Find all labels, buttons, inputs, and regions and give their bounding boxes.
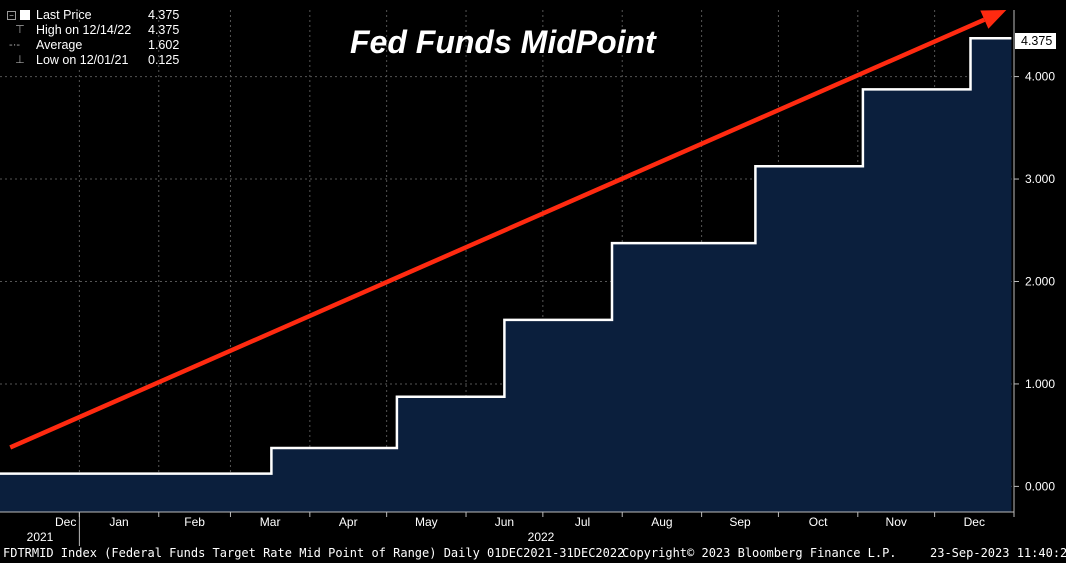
- axes: 0.000 1.000 2.000 3.000 4.000 Dec Jan Feb Mar Apr…: [0, 10, 1055, 546]
- legend-value-last-price: 4.375: [148, 8, 180, 22]
- x-tick-label: Sep: [729, 515, 751, 529]
- legend-label-last-price: Last Price: [36, 8, 92, 22]
- trend-arrow: [9, 10, 1007, 450]
- x-tick-label: Oct: [809, 515, 828, 529]
- collapse-icon[interactable]: −: [7, 11, 16, 20]
- x-tick-label: Apr: [339, 515, 358, 529]
- legend-value-high: 4.375: [148, 23, 180, 37]
- x-tick-label: Dec: [964, 515, 985, 529]
- legend-row-low: ⊥ Low on 12/01/21 0.125: [6, 53, 186, 68]
- area-series: [0, 36, 1012, 512]
- legend-row-last-price: − Last Price 4.375: [6, 8, 186, 23]
- legend-value-low: 0.125: [148, 53, 180, 67]
- y-tick-label: 1.000: [1025, 377, 1055, 391]
- x-tick-label: Nov: [886, 515, 907, 529]
- high-marker-icon: ⊤: [6, 24, 25, 36]
- y-tick-label: 0.000: [1025, 479, 1055, 493]
- x-tick-label: Feb: [184, 515, 205, 529]
- footer-timestamp: 23-Sep-2023 11:40:28: [930, 546, 1066, 560]
- y-tick-label: 2.000: [1025, 274, 1055, 288]
- legend-label-high: High on 12/14/22: [36, 23, 132, 38]
- series-swatch-icon: [20, 10, 30, 20]
- low-marker-icon: ⊥: [6, 54, 25, 66]
- legend-row-high: ⊤ High on 12/14/22 4.375: [6, 23, 186, 38]
- x-tick-label: May: [415, 515, 438, 529]
- chart-title: Fed Funds MidPoint: [350, 24, 656, 60]
- year-label: 2021: [27, 530, 54, 544]
- average-marker-icon: -·-: [6, 39, 21, 51]
- footer-ticker: FDTRMID Index (Federal Funds Target Rate…: [3, 546, 625, 560]
- legend-label-low: Low on 12/01/21: [36, 53, 129, 68]
- x-tick-label: Dec: [55, 515, 76, 529]
- x-tick-label: Jun: [495, 515, 514, 529]
- x-tick-label: Jan: [109, 515, 128, 529]
- arrow-head: [980, 10, 1007, 29]
- legend-value-average: 1.602: [148, 38, 180, 52]
- legend: − Last Price 4.375 ⊤ High on 12/14/22 4.…: [6, 8, 186, 68]
- legend-label-average: Average: [36, 38, 83, 53]
- rate-line: [0, 36, 1012, 475]
- y-tick-label: 3.000: [1025, 172, 1055, 186]
- footer-copyright: Copyright© 2023 Bloomberg Finance L.P.: [622, 546, 897, 560]
- x-tick-label: Jul: [575, 515, 590, 529]
- x-tick-label: Aug: [651, 515, 672, 529]
- year-label: 2022: [528, 530, 555, 544]
- area-fill: [0, 38, 1012, 512]
- arrow-shaft: [9, 17, 986, 450]
- y-tick-label: 4.000: [1025, 70, 1055, 84]
- x-tick-label: Mar: [260, 515, 281, 529]
- last-value-tag: 4.375: [1015, 33, 1057, 49]
- legend-row-average: -·- Average 1.602: [6, 38, 186, 53]
